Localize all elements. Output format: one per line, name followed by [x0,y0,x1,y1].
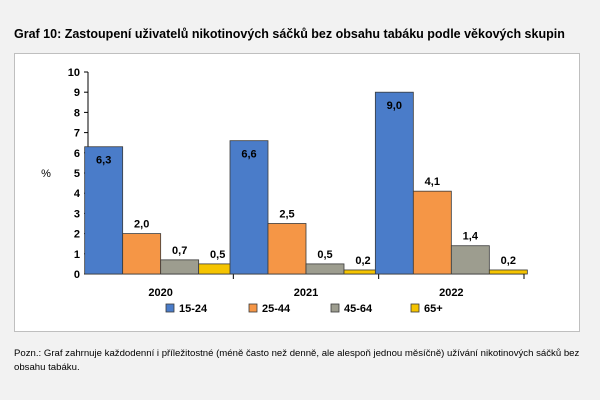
legend-swatch [330,303,340,313]
bar-chart: 0 1 2 3 4 5 6 7 8 9 10% 2020 6,3 2,0 0,7 0,5 2021 6,6 2,5 0… [41,67,528,315]
bar-25-44 [267,223,307,275]
y-tick-label: 6 [74,148,80,160]
bar-65+ [488,269,528,275]
y-tick-label: 0 [74,269,80,281]
bar-45-64 [160,259,200,275]
data-label: 0,2 [355,255,370,267]
data-label: 0,5 [210,249,225,261]
y-tick-label: 2 [74,229,80,241]
y-tick-label: 10 [68,67,80,79]
bar-45-64 [450,245,490,275]
data-label: 6,3 [96,155,111,167]
data-label: 9,0 [387,100,402,112]
legend-label: 45-64 [344,303,373,315]
legend-label: 15-24 [179,303,208,315]
data-label: 4,1 [425,176,440,188]
data-label: 0,2 [501,255,516,267]
y-tick-label: 1 [74,249,80,261]
data-label: 6,6 [241,149,256,161]
legend-label: 25-44 [262,303,291,315]
bar-15-24 [229,140,269,275]
y-tick-label: 7 [74,128,80,140]
x-tick-label: 2020 [148,287,172,299]
legend-swatch [248,303,258,313]
bar-45-64 [305,263,345,275]
legend-swatch [165,303,175,313]
footnote: Pozn.: Graf zahrnuje každodenní i přílež… [14,348,580,373]
data-label: 2,5 [279,209,294,221]
bar-15-24 [84,146,124,275]
data-label: 2,0 [134,219,149,231]
chart-area: 0 1 2 3 4 5 6 7 8 9 10% 2020 6,3 2,0 0,7 0,5 2021 6,6 2,5 0… [14,53,580,332]
x-tick-label: 2022 [439,287,463,299]
data-label: 0,7 [172,245,187,257]
y-tick-label: 5 [74,168,80,180]
y-tick-label: 3 [74,208,80,220]
y-tick-label: 4 [74,188,81,200]
y-tick-label: 9 [74,87,80,99]
legend-label: 65+ [424,303,443,315]
bar-25-44 [412,190,452,275]
legend-swatch [410,303,420,313]
y-tick-label: 8 [74,107,80,119]
bar-15-24 [374,91,414,275]
data-label: 0,5 [317,249,332,261]
y-axis-label: % [41,168,51,180]
chart-title: Graf 10: Zastoupení uživatelů nikotinový… [14,27,565,41]
bar-25-44 [122,233,162,275]
x-tick-label: 2021 [294,287,318,299]
data-label: 1,4 [463,231,479,243]
